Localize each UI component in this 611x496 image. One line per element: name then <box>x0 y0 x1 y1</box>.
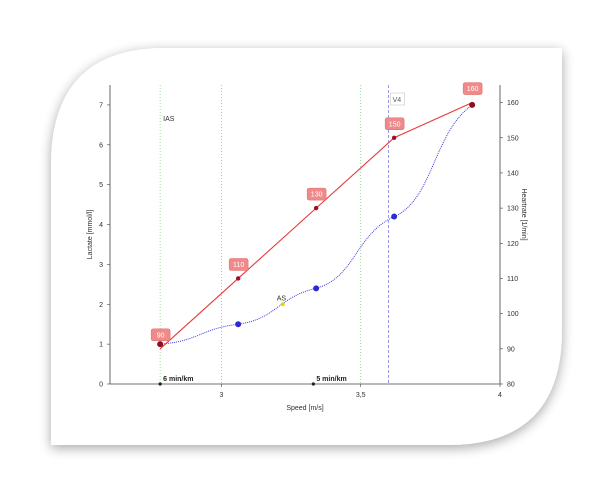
x-tick-label: 3,5 <box>356 392 366 399</box>
y-axis-right-label: Heartrate [1/min] <box>520 188 527 240</box>
pace-mark-label: 5 min/km <box>316 376 346 383</box>
pace-mark-dot <box>158 382 162 386</box>
y-axis-left-label: Lactate [mmol/l] <box>87 210 94 259</box>
pace-mark-dot <box>311 382 315 386</box>
y-right-tick-label: 120 <box>507 241 519 248</box>
y-right-tick-label: 100 <box>507 311 519 318</box>
heartrate-label-box <box>306 187 327 201</box>
reference-line-label-box <box>390 92 405 106</box>
heartrate-label-box <box>462 82 483 95</box>
x-axis-label: Speed [m/s] <box>286 405 323 412</box>
y-left-tick-label: 1 <box>99 342 103 349</box>
heartrate-label-box <box>228 258 249 271</box>
pace-mark-label: 6 min/km <box>163 376 193 383</box>
x-tick-label: 4 <box>498 392 502 399</box>
heartrate-label: 110 <box>233 262 244 269</box>
y-right-tick-label: 140 <box>507 170 519 177</box>
heartrate-point <box>313 205 319 211</box>
annotation-label: AS <box>277 295 287 302</box>
lactate-point <box>157 341 164 348</box>
heartrate-label: 160 <box>467 86 479 93</box>
chart: IAS V4 0 1 2 3 4 5 6 7 80 90 100 110 120 130 140 150 160 3 3… <box>87 82 527 412</box>
y-left-tick-label: 2 <box>99 302 103 309</box>
heartrate-label: 150 <box>389 121 401 128</box>
heartrate-point <box>235 276 241 281</box>
y-left-tick-label: 7 <box>99 102 103 109</box>
y-right-tick-label: 110 <box>507 276 518 283</box>
y-right-tick-label: 130 <box>507 206 519 213</box>
heartrate-point <box>391 135 397 140</box>
y-left-tick-label: 5 <box>99 182 103 189</box>
card-background <box>51 48 562 445</box>
reference-line-label: V4 <box>393 97 402 104</box>
lactate-point <box>469 101 476 108</box>
y-right-tick-label: 80 <box>507 382 515 389</box>
annotation-point <box>280 302 285 307</box>
y-left-tick-label: 4 <box>99 222 103 229</box>
y-right-tick-label: 160 <box>507 100 519 107</box>
heartrate-label-box <box>150 328 171 342</box>
y-right-tick-label: 90 <box>507 346 515 353</box>
lactate-point <box>235 321 242 328</box>
y-left-tick-label: 0 <box>99 382 103 389</box>
x-tick-label: 3 <box>219 392 223 399</box>
lactate-point <box>391 213 398 220</box>
y-right-tick-label: 150 <box>507 135 519 142</box>
reference-line-label: IAS <box>163 116 175 123</box>
heartrate-label-box <box>384 117 405 131</box>
heartrate-label: 90 <box>157 332 165 339</box>
y-left-tick-label: 6 <box>99 142 103 149</box>
heartrate-label: 130 <box>311 192 323 199</box>
y-left-tick-label: 3 <box>99 262 103 269</box>
lactate-point <box>313 285 320 292</box>
